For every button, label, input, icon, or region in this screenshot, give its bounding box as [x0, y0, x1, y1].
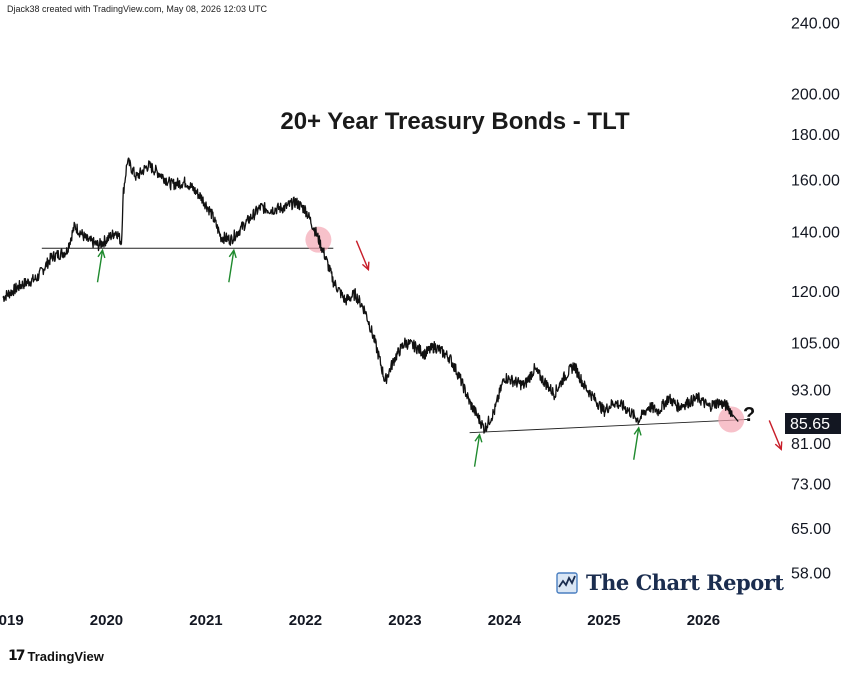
bounce-arrow-shaft	[473, 434, 481, 467]
bounce-arrow	[633, 426, 642, 460]
bounce-arrow-head	[633, 426, 642, 436]
breakdown-highlight-circle	[718, 406, 745, 433]
y-tick-label: 140.00	[791, 224, 840, 241]
y-tick-label: 160.00	[791, 173, 840, 190]
y-tick-label: 240.00	[791, 16, 840, 33]
last-price-label: 85.65	[790, 416, 830, 433]
bounce-arrow-head	[228, 248, 237, 259]
price-line	[2, 157, 739, 434]
bounce-arrow	[473, 433, 483, 467]
bounce-arrow	[228, 248, 237, 283]
breakdown-arrow-shaft	[768, 420, 782, 450]
bounce-arrow-head	[97, 248, 106, 259]
y-tick-label: 93.00	[791, 383, 831, 400]
breakdown-arrow-shaft	[355, 240, 370, 270]
y-axis: 240.00 200.00 180.00 160.00 140.00 120.00 105.…	[791, 16, 840, 583]
chart-report-icon	[556, 571, 578, 594]
breakdown-arrow	[768, 420, 783, 451]
x-axis: 2019 2020 2021 2022 2023 2024 2025 2026	[0, 612, 720, 629]
bounce-arrow	[96, 248, 106, 283]
y-tick-label: 120.00	[791, 284, 840, 301]
y-tick-label: 58.00	[791, 565, 831, 582]
brand-logo: The Chart Report	[556, 570, 784, 595]
x-tick-label: 2024	[488, 612, 522, 629]
bounce-arrow-head	[474, 433, 483, 443]
tradingview-mark-icon: 17	[8, 648, 26, 664]
x-tick-label: 2026	[687, 612, 720, 629]
price-series	[2, 157, 739, 434]
y-tick-label: 65.00	[791, 521, 831, 538]
tradingview-logo: 17 TradingView	[8, 648, 104, 664]
y-tick-label: 73.00	[791, 476, 831, 493]
support-line	[469, 418, 749, 434]
x-tick-label: 2021	[189, 612, 222, 629]
breakdown-arrow-head	[361, 261, 370, 272]
x-tick-label: 2022	[289, 612, 322, 629]
x-tick-label: 2019	[0, 612, 24, 629]
x-tick-label: 2023	[388, 612, 421, 629]
tradingview-label: TradingView	[27, 648, 104, 664]
bounce-arrow-shaft	[633, 427, 640, 460]
y-tick-label: 105.00	[791, 336, 840, 353]
breakdown-arrow	[355, 240, 370, 272]
y-tick-label: 81.00	[791, 436, 831, 453]
bounce-arrow-shaft	[228, 250, 235, 283]
breakdown-arrow-head	[774, 441, 783, 451]
chart-title: 20+ Year Treasury Bonds - TLT	[280, 108, 630, 135]
support-lines	[41, 247, 749, 434]
question-mark-annotation: ?	[743, 404, 755, 426]
last-price-tag: 85.65	[785, 413, 841, 434]
x-tick-label: 2020	[90, 612, 123, 629]
brand-name: The Chart Report	[586, 570, 784, 595]
y-tick-label: 180.00	[791, 127, 840, 144]
chart-attribution: Djack38 created with TradingView.com, Ma…	[7, 4, 267, 14]
annotation-arrows	[96, 240, 783, 467]
y-tick-label: 200.00	[791, 86, 840, 103]
bounce-arrow-shaft	[96, 250, 104, 283]
x-tick-label: 2025	[587, 612, 620, 629]
